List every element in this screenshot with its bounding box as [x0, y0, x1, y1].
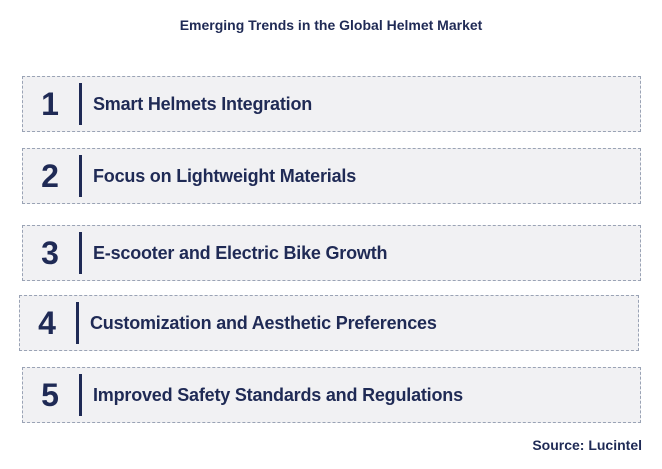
- divider-bar: [79, 155, 82, 197]
- trend-label: Customization and Aesthetic Preferences: [90, 312, 437, 333]
- trend-item-3: 3 E-scooter and Electric Bike Growth: [22, 225, 641, 281]
- trend-item-2: 2 Focus on Lightweight Materials: [22, 148, 641, 204]
- trend-number: 5: [41, 376, 59, 413]
- trend-item-1: 1 Smart Helmets Integration: [22, 76, 641, 132]
- trend-item-4: 4 Customization and Aesthetic Preference…: [19, 295, 639, 351]
- source-label: Source: Lucintel: [532, 437, 642, 453]
- divider-bar: [79, 83, 82, 125]
- divider-bar: [79, 374, 82, 416]
- trend-number: 3: [41, 234, 59, 271]
- trend-label: E-scooter and Electric Bike Growth: [93, 242, 388, 263]
- divider-bar: [76, 302, 79, 344]
- trend-item-5: 5 Improved Safety Standards and Regulati…: [22, 367, 641, 423]
- diagram-title: Emerging Trends in the Global Helmet Mar…: [179, 17, 483, 33]
- trend-number: 4: [38, 304, 56, 341]
- trend-number: 2: [41, 157, 59, 194]
- trend-number: 1: [41, 85, 59, 122]
- trend-label: Focus on Lightweight Materials: [93, 165, 357, 186]
- trend-label: Improved Safety Standards and Regulation…: [93, 384, 463, 405]
- divider-bar: [79, 232, 82, 274]
- trend-label: Smart Helmets Integration: [93, 93, 313, 114]
